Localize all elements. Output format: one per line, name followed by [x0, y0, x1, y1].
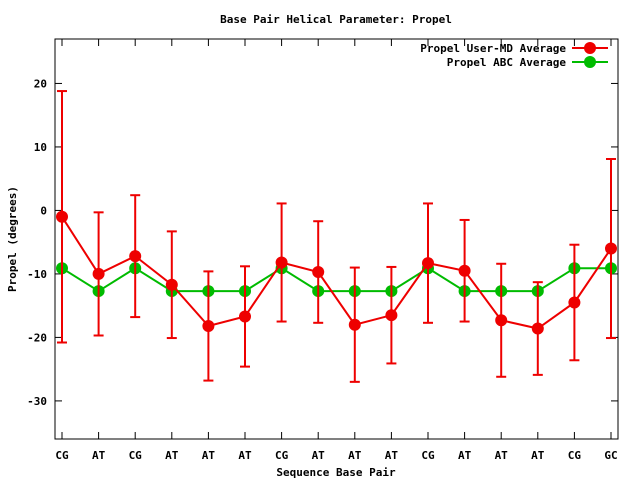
x-axis-ticks: CG AT CG AT AT AT CG AT AT AT CG AT AT AT CG GC	[55, 39, 618, 462]
y-tick-label: -10	[27, 268, 47, 281]
data-point	[568, 296, 581, 309]
x-tick-label: GC	[604, 449, 617, 462]
x-tick-label: CG	[568, 449, 582, 462]
data-point	[239, 310, 251, 323]
x-tick-label: AT	[92, 449, 106, 462]
data-point	[202, 319, 215, 332]
y-tick-label: 0	[40, 204, 47, 217]
x-tick-label: AT	[495, 449, 509, 462]
data-point	[312, 266, 325, 279]
data-point	[385, 309, 398, 322]
x-tick-label: AT	[531, 449, 545, 462]
data-point	[348, 318, 361, 331]
y-tick-label: 10	[34, 141, 47, 154]
x-axis-label: Sequence Base Pair	[276, 466, 396, 479]
x-tick-label: AT	[348, 449, 362, 462]
legend-marker	[584, 42, 596, 54]
data-point	[92, 267, 105, 280]
data-point	[495, 314, 508, 327]
y-tick-label: -30	[27, 395, 47, 408]
series-line	[61, 216, 612, 330]
data-point	[129, 250, 142, 263]
x-tick-label: AT	[165, 449, 179, 462]
y-axis-ticks: -30 -20 -10 0 10 20	[27, 77, 618, 408]
data-point	[531, 322, 544, 335]
data-point	[56, 210, 68, 223]
x-tick-label: AT	[238, 449, 252, 462]
chart-title: Base Pair Helical Parameter: Propel	[220, 13, 452, 26]
series-abc	[56, 262, 617, 298]
data-point	[275, 256, 288, 269]
legend-label: Propel ABC Average	[447, 56, 567, 69]
data-point	[165, 278, 178, 291]
series-user-md	[56, 90, 617, 383]
y-tick-label: -20	[27, 331, 47, 344]
legend-marker	[584, 56, 596, 68]
series-layer	[56, 90, 617, 383]
data-point	[422, 257, 434, 270]
x-tick-label: AT	[458, 449, 472, 462]
legend-label: Propel User-MD Average	[420, 42, 566, 55]
plot-frame	[54, 38, 619, 440]
x-tick-label: CG	[421, 449, 435, 462]
data-point	[605, 242, 617, 255]
x-tick-label: CG	[129, 449, 143, 462]
x-tick-label: CG	[55, 449, 69, 462]
y-tick-label: 20	[34, 77, 47, 90]
data-point	[458, 264, 471, 277]
series-line	[61, 267, 611, 293]
y-axis-label: Propel (degrees)	[6, 186, 19, 292]
x-tick-label: AT	[312, 449, 326, 462]
x-tick-label: AT	[385, 449, 399, 462]
x-tick-label: AT	[202, 449, 216, 462]
x-tick-label: CG	[275, 449, 289, 462]
